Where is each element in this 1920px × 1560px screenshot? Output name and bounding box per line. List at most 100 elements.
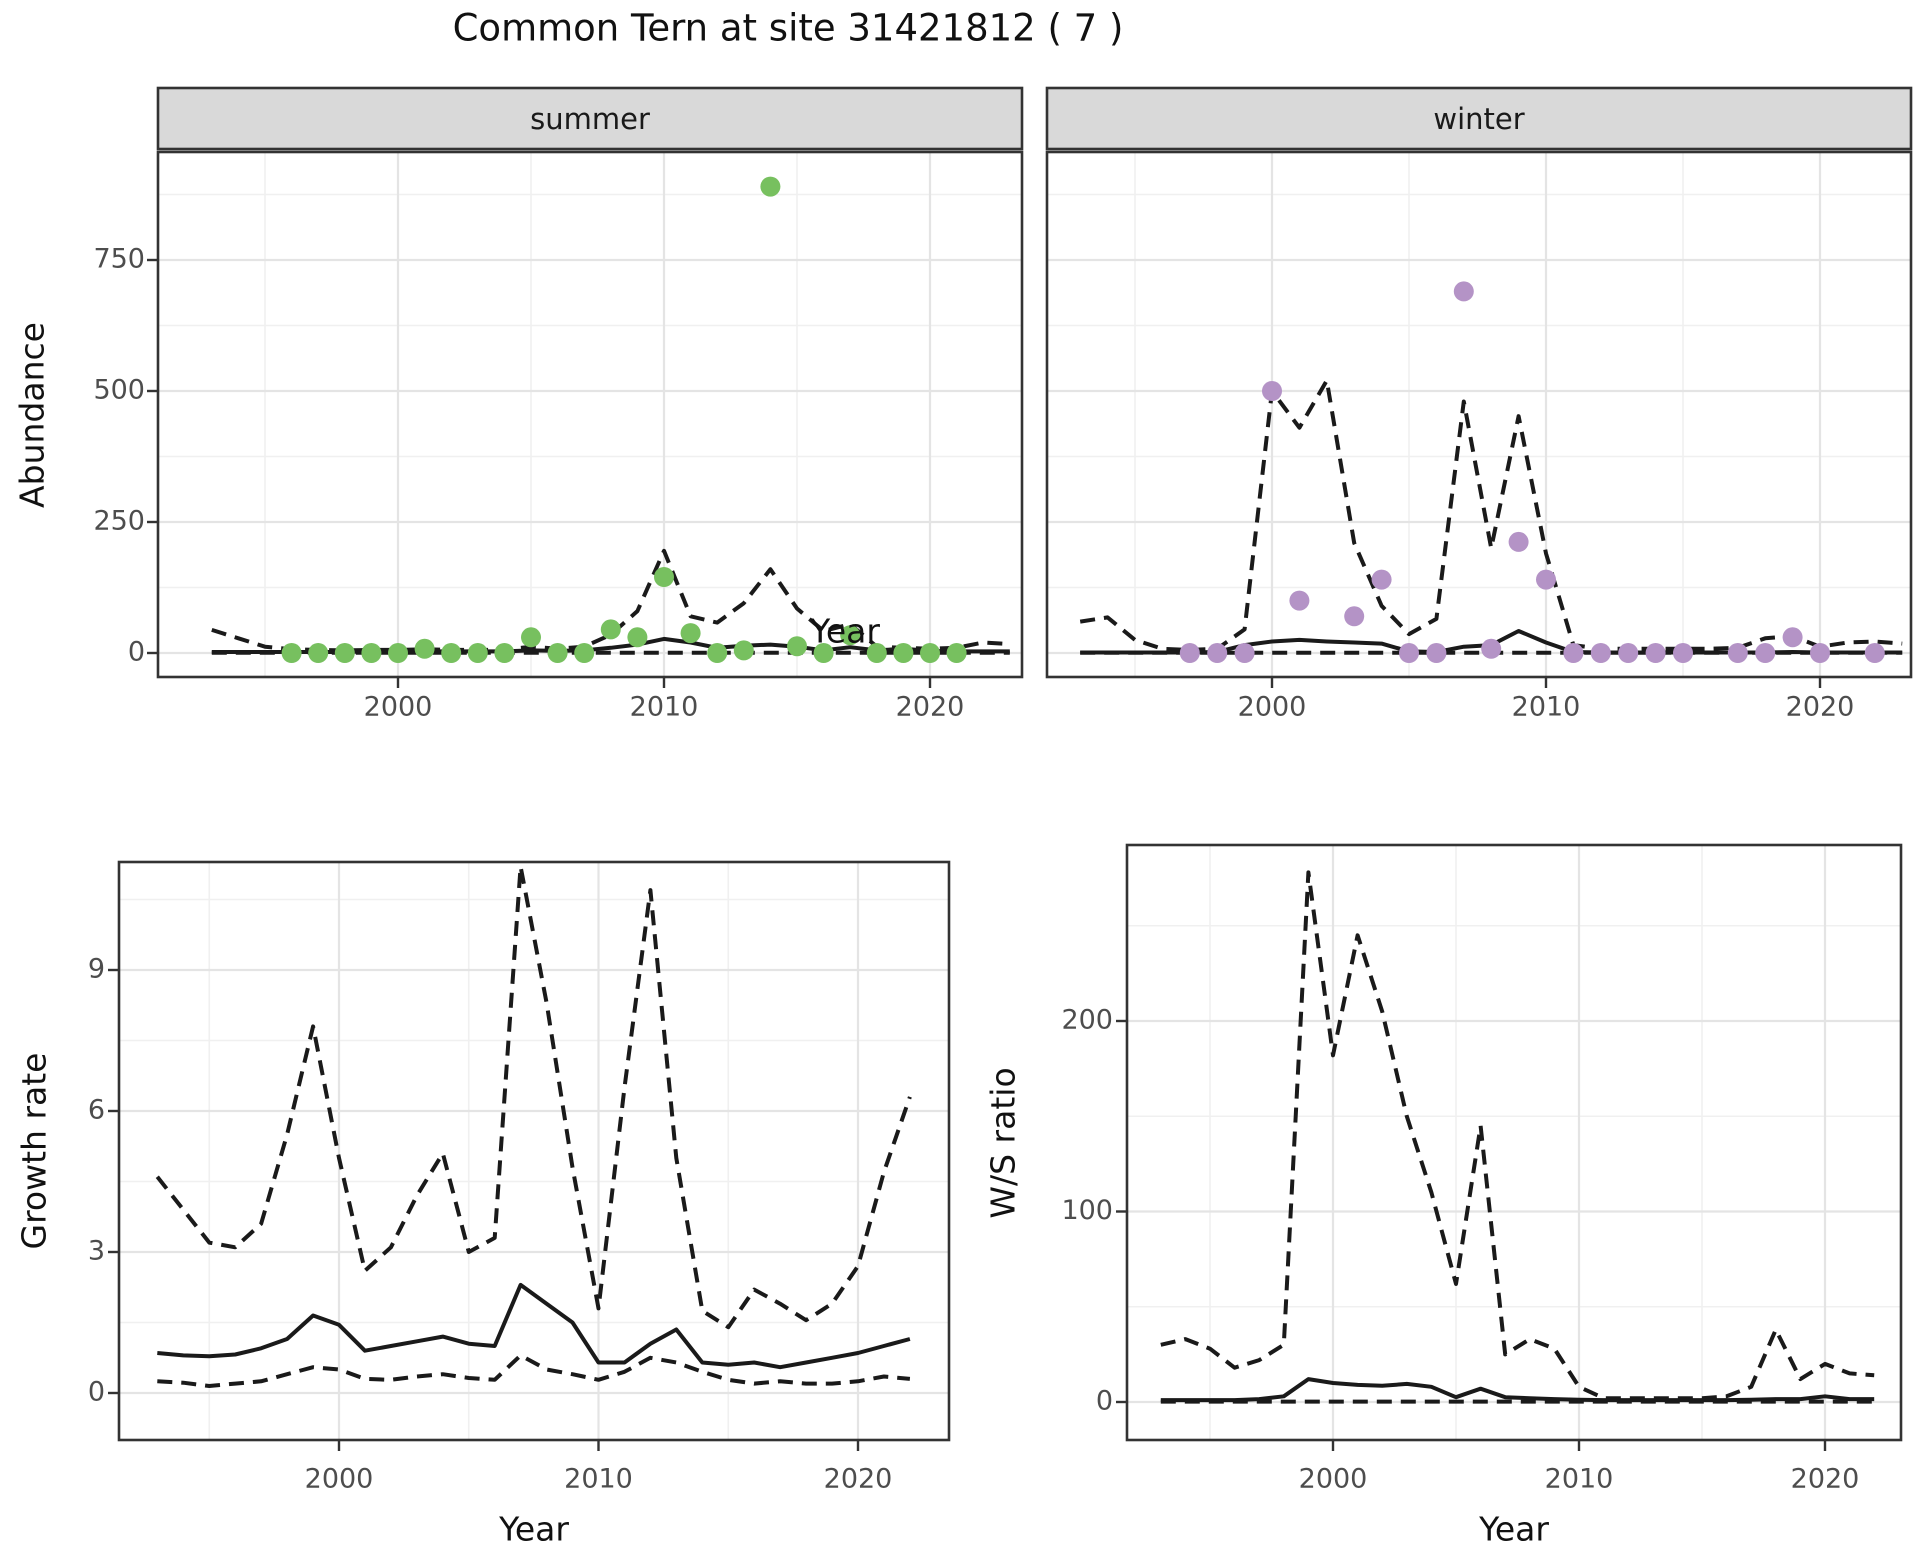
series-mean: [1160, 1377, 1875, 1403]
x-tick-label: 2020: [1786, 692, 1855, 723]
data-point: [1234, 643, 1255, 663]
y-tick-label: 750: [93, 244, 145, 275]
x-tick-label: 2000: [305, 1464, 374, 1495]
y-tick-label: 0: [1096, 1386, 1113, 1417]
data-point: [654, 567, 674, 587]
gridlines-minor: [158, 152, 1022, 677]
axis-ticks: 2000 2010 2020 0 250 500 750: [93, 244, 964, 723]
data-point: [281, 643, 302, 663]
x-axis-title-ws: Year: [1479, 1509, 1549, 1549]
facet-strip: [156, 86, 1024, 151]
y-tick-label: 200: [1061, 1005, 1113, 1036]
data-point: [521, 627, 541, 648]
data-point: [1262, 381, 1282, 401]
data-point: [787, 636, 807, 657]
panel-border: [156, 150, 1024, 679]
panel-border: [117, 860, 951, 1442]
y-tick-label: 100: [1061, 1195, 1113, 1226]
data-point: [1590, 643, 1611, 663]
x-tick-label: 2010: [564, 1464, 633, 1495]
axis-ticks: 2000 2010 2020 0 100 200: [1061, 1005, 1859, 1495]
data-point: [600, 619, 621, 640]
y-axis-title-growth: Growth rate: [14, 1052, 54, 1250]
data-point: [1782, 627, 1803, 648]
data-point: [920, 643, 940, 663]
data-point: [627, 627, 648, 648]
data-point: [1508, 531, 1529, 552]
series-mean: [157, 1282, 911, 1370]
data-point: [574, 643, 595, 663]
gridlines-minor: [1127, 845, 1901, 1440]
data-point: [334, 643, 355, 663]
data-point: [1673, 643, 1693, 663]
panel-background: [1047, 152, 1911, 677]
data-point: [840, 625, 861, 646]
data-point: [494, 643, 515, 663]
data-point: [414, 638, 435, 659]
data-point: [1563, 643, 1584, 663]
panel-abundance-summer: 2000 2010 2020 0 250 500 750: [93, 86, 1024, 723]
data-point: [1645, 643, 1666, 663]
y-tick-label: 250: [93, 506, 145, 537]
x-tick-label: 2010: [630, 692, 699, 723]
y-tick-label: 6: [88, 1095, 105, 1126]
data-point: [1755, 643, 1776, 663]
axis-ticks: 2000 2010 2020: [1238, 677, 1855, 723]
x-tick-label: 2020: [1791, 1464, 1860, 1495]
y-tick-label: 0: [128, 637, 145, 668]
x-tick-label: 2000: [364, 692, 433, 723]
x-tick-label: 2000: [1238, 692, 1307, 723]
data-point: [1289, 590, 1310, 611]
data-point: [760, 176, 781, 197]
data-point: [1399, 643, 1419, 663]
panel-growth-rate: 2000 2010 2020 0 3 6 9: [88, 860, 951, 1495]
chart-title: Common Tern at site 31421812 ( 7 ): [452, 6, 1124, 50]
panel-abundance-winter: 2000 2010 2020: [1045, 86, 1913, 723]
data-point: [946, 643, 967, 663]
data-point: [1481, 638, 1502, 659]
data-point: [813, 643, 834, 663]
y-tick-label: 9: [88, 954, 105, 985]
series-observed-points: [281, 176, 967, 663]
y-axis-title-abundance: Abundance: [12, 322, 52, 508]
gridlines-major: [119, 862, 949, 1440]
x-tick-label: 2010: [1545, 1464, 1614, 1495]
y-tick-label: 500: [93, 375, 145, 406]
series-upper-ci: [1160, 870, 1875, 1401]
data-point: [388, 643, 408, 663]
data-point: [547, 643, 568, 663]
facet-strip-label-winter: winter: [1433, 102, 1525, 136]
y-axis-title-ws: W/S ratio: [983, 1067, 1023, 1219]
series-observed-points: [1179, 281, 1885, 663]
x-axis-title-growth: Year: [499, 1509, 569, 1549]
data-point: [866, 643, 887, 663]
data-point: [680, 623, 701, 644]
series-upper-ci: [155, 864, 912, 1330]
data-point: [361, 643, 382, 663]
data-point: [1864, 643, 1885, 663]
data-point: [1810, 643, 1830, 663]
gridlines-major: [158, 152, 1022, 677]
data-point: [1371, 569, 1392, 590]
data-point: [467, 643, 488, 663]
x-tick-label: 2020: [824, 1464, 893, 1495]
facet-strip-label-summer: summer: [530, 102, 650, 136]
panel-background: [119, 862, 949, 1440]
gridlines-minor: [1047, 152, 1911, 677]
data-point: [1426, 643, 1447, 663]
x-tick-label: 2020: [896, 692, 965, 723]
x-tick-label: 2000: [1299, 1464, 1368, 1495]
data-point: [1618, 643, 1639, 663]
panel-background: [1127, 845, 1901, 1440]
x-tick-label: 2010: [1512, 692, 1581, 723]
data-point: [441, 643, 462, 663]
data-point: [1344, 606, 1365, 627]
data-point: [1536, 569, 1556, 590]
data-point: [707, 643, 728, 663]
data-point: [1207, 643, 1228, 663]
panel-background: [158, 152, 1022, 677]
panel-border: [1045, 150, 1913, 679]
panel-ws-ratio: 2000 2010 2020 0 100 200: [1061, 843, 1903, 1495]
